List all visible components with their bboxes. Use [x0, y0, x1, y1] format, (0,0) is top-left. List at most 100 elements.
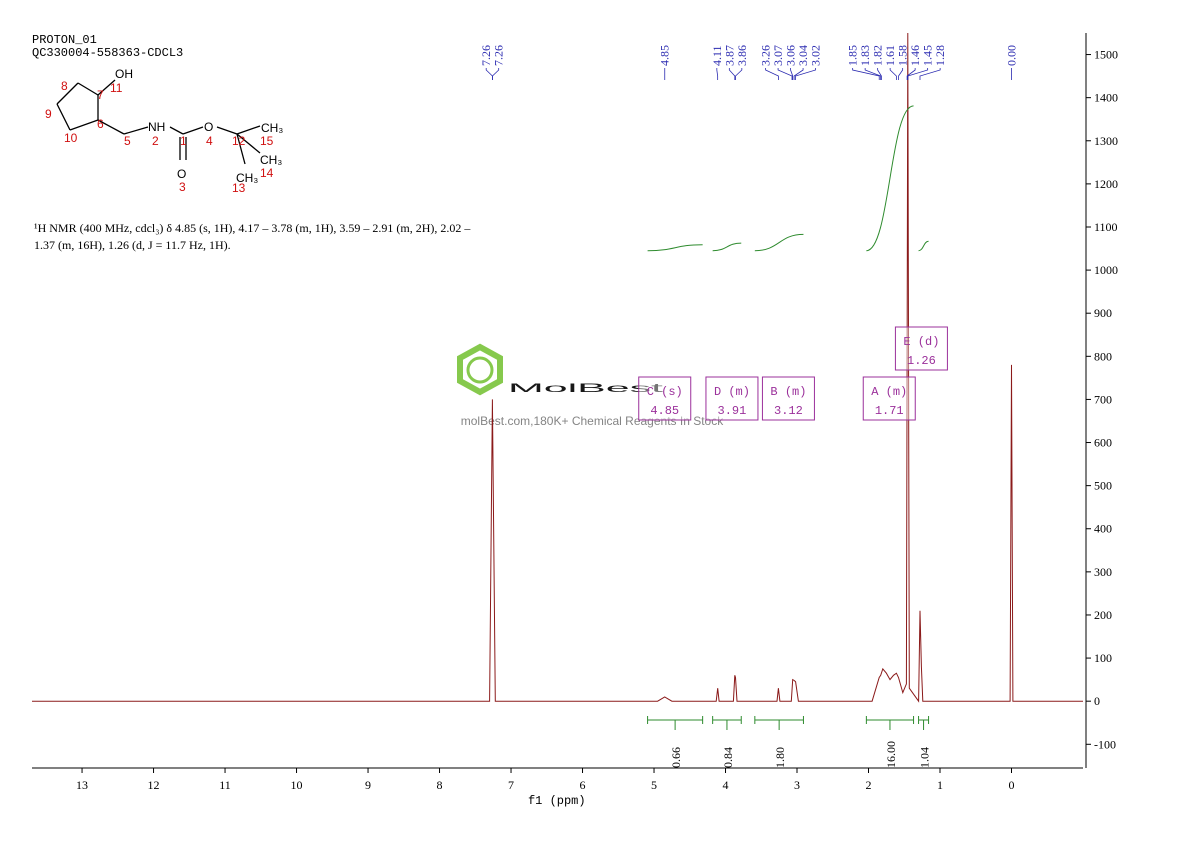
y-tick-label: 0	[1094, 694, 1100, 708]
x-tick-label: 8	[437, 778, 443, 792]
multiplet-shift: 3.12	[774, 404, 803, 418]
x-tick-label: 10	[291, 778, 303, 792]
integral-label: 1.04	[918, 747, 932, 768]
peak-label: 3.07	[771, 45, 785, 66]
watermark-brand: MolBest	[508, 381, 665, 395]
integral: 0.84	[712, 242, 742, 768]
peak-label: 3.06	[784, 45, 798, 66]
integral: 0.66	[647, 244, 704, 768]
integral-label: 1.80	[773, 747, 787, 768]
peak-label: 7.26	[492, 45, 506, 66]
bond	[216, 126, 238, 135]
bond	[56, 82, 79, 105]
multiplet-box	[761, 376, 815, 421]
peak-connector	[907, 68, 929, 80]
atom-number: 1	[180, 134, 187, 148]
bond	[123, 126, 149, 135]
x-axis-label: f1 (ppm)	[528, 794, 586, 808]
peak-label: 1.61	[883, 45, 897, 66]
peak-connector	[485, 68, 493, 80]
atom-number: 5	[124, 134, 131, 148]
peak-connector	[777, 68, 793, 80]
peak-label: 1.46	[908, 45, 922, 66]
multiplet-box	[638, 376, 692, 421]
y-tick-label: 100	[1094, 651, 1112, 665]
y-tick-label: 1200	[1094, 177, 1118, 191]
y-tick-label: 700	[1094, 392, 1112, 406]
peak-label: 3.02	[809, 45, 823, 66]
y-tick-label: 400	[1094, 522, 1112, 536]
atom-number: 15	[260, 134, 274, 148]
atom-label: O	[177, 167, 186, 181]
watermark-logo	[457, 343, 503, 396]
integral: 1.04	[918, 240, 932, 768]
atom-label: CH₃	[236, 171, 258, 185]
peak-label: 0.00	[1005, 45, 1019, 66]
bond	[77, 82, 99, 96]
atom-number: 6	[97, 117, 104, 131]
integral: 1.80	[754, 233, 804, 768]
nmr-description: ¹H NMR (400 MHz, cdcl₃) δ 4.85 (s, 1H), …	[34, 221, 471, 235]
y-tick-label: 300	[1094, 565, 1112, 579]
peak-connector	[877, 68, 882, 80]
peak-connector	[790, 68, 794, 80]
multiplet-label: B (m)	[770, 385, 806, 399]
y-tick-label: 800	[1094, 349, 1112, 363]
peak-label: 3.86	[735, 45, 749, 66]
x-tick-label: 13	[76, 778, 88, 792]
y-tick-label: 1400	[1094, 91, 1118, 105]
nmr-description: 1.37 (m, 16H), 1.26 (d, J = 11.7 Hz, 1H)…	[34, 238, 231, 252]
x-tick-label: 6	[580, 778, 586, 792]
multiplet-shift: 1.26	[907, 354, 936, 368]
y-tick-label: 1500	[1094, 48, 1118, 62]
atom-number: 4	[206, 134, 213, 148]
bond	[169, 126, 184, 135]
peak-label: 4.11	[710, 45, 724, 66]
y-tick-label: 600	[1094, 436, 1112, 450]
atom-number: 14	[260, 166, 274, 180]
watermark: MolBest molBest.com,180K+ Chemical Reage…	[457, 343, 724, 428]
atom-label: CH₃	[260, 153, 282, 167]
peak-label: 4.85	[658, 45, 672, 66]
x-tick-label: 12	[148, 778, 160, 792]
peak-connector	[728, 68, 736, 80]
peak-label: 1.28	[933, 45, 947, 66]
x-tick-label: 2	[866, 778, 872, 792]
sample-id: QC330004-558363-CDCL3	[32, 46, 183, 60]
atom-number: 10	[64, 131, 78, 145]
peak-connector	[889, 68, 897, 80]
peak-label: 1.82	[871, 45, 885, 66]
atom-label: O	[204, 120, 213, 134]
y-tick-label: 900	[1094, 306, 1112, 320]
peak-label: 3.87	[722, 45, 736, 66]
integral-curve	[647, 244, 703, 252]
integral-curve	[754, 233, 804, 252]
atom-number: 9	[45, 107, 52, 121]
integral: 16.00	[865, 105, 915, 768]
integral-label: 0.66	[669, 747, 683, 768]
x-tick-label: 1	[937, 778, 943, 792]
multiplet-label: A (m)	[871, 385, 907, 399]
atom-label: NH	[148, 120, 165, 134]
atom-number: 3	[179, 180, 186, 194]
integral-curve	[918, 240, 929, 252]
multiplet-shift: 4.85	[650, 404, 679, 418]
bond	[236, 133, 261, 154]
peak-label: 3.04	[796, 45, 810, 66]
atom-number: 7	[97, 88, 104, 102]
bond	[97, 79, 116, 96]
y-tick-label: 500	[1094, 479, 1112, 493]
molecule: OH 11 8 7 9 6 10 NH 5 2 1 O 4 12 CH₃ 15 …	[45, 67, 283, 195]
x-tick-label: 5	[651, 778, 657, 792]
x-tick-label: 9	[365, 778, 371, 792]
peak-label: 1.58	[896, 45, 910, 66]
multiplet-label: D (m)	[714, 385, 750, 399]
peak-connector	[765, 68, 779, 80]
multiplet-label: C (s)	[647, 385, 683, 399]
peak-connector	[795, 68, 816, 80]
spectrum-line	[32, 32, 1083, 703]
x-tick-label: 11	[219, 778, 231, 792]
peak-label: 1.45	[921, 45, 935, 66]
watermark-tagline: molBest.com,180K+ Chemical Reagents In S…	[461, 414, 724, 428]
